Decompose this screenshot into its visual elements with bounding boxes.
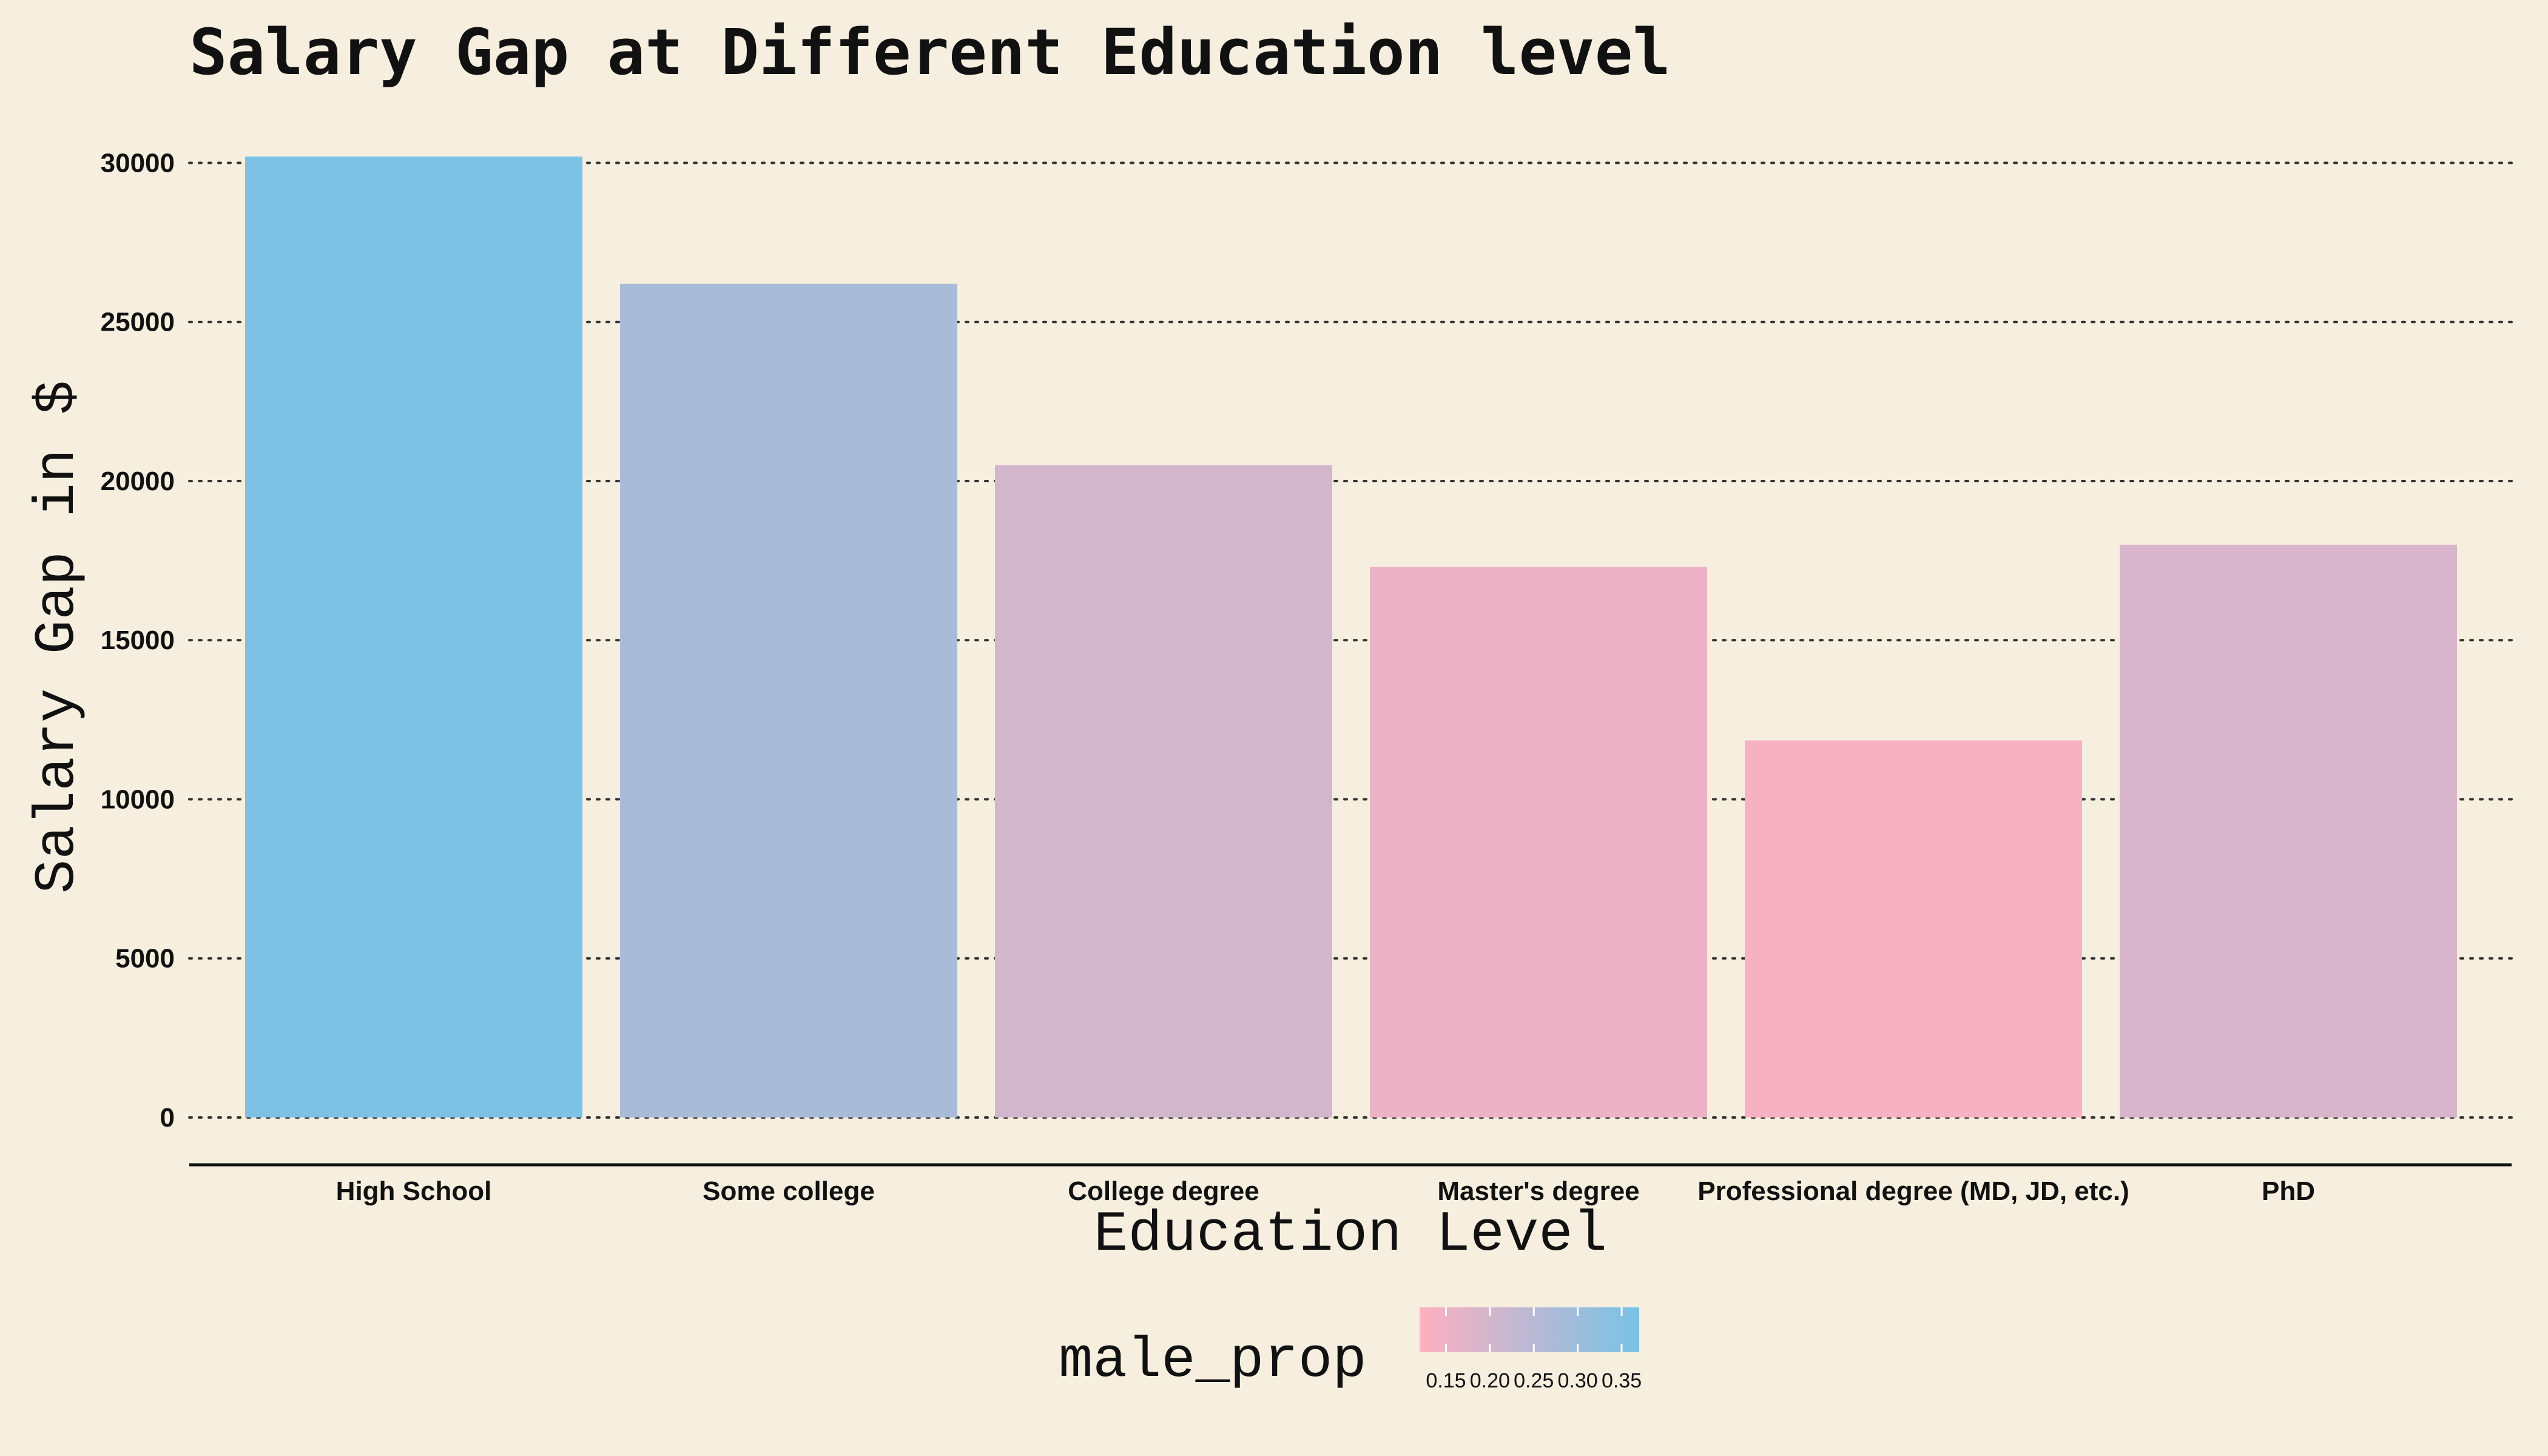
legend-tick-label: 0.25 [1514,1369,1554,1392]
legend-tick-label: 0.35 [1602,1369,1642,1392]
x-axis-title: Education Level [1094,1203,1607,1267]
y-tick-label: 25000 [101,308,175,337]
bar [620,283,957,1118]
legend-tick-label: 0.30 [1558,1369,1598,1392]
color-legend: male_prop 0.15 0.20 0.25 0.30 0.35 [1059,1307,1642,1394]
y-tick-label: 20000 [101,467,175,496]
y-tick-label: 5000 [115,944,175,974]
x-tick-label: PhD [2262,1176,2315,1206]
x-tick-label: Some college [703,1176,875,1206]
legend-tick-label: 0.15 [1426,1369,1466,1392]
y-tick-labels: 0 5000 10000 15000 20000 25000 30000 [101,148,175,1133]
y-tick-label: 30000 [101,148,175,178]
y-tick-label: 0 [160,1103,175,1133]
x-tick-label: College degree [1068,1176,1259,1206]
y-tick-label: 15000 [101,625,175,655]
x-tick-labels: High School Some college College degree Mas… [336,1176,2315,1206]
chart-title: Salary Gap at Different Education level [189,15,1671,89]
bar [245,157,582,1117]
legend-tick-label: 0.20 [1470,1369,1510,1392]
y-tick-label: 10000 [101,784,175,814]
bars [245,157,2457,1118]
x-tick-label: Master's degree [1437,1176,1639,1206]
bar [2120,544,2457,1117]
x-tick-label: High School [336,1176,492,1206]
bar [995,465,1332,1117]
y-axis-title: Salary Gap in $ [26,380,90,894]
legend-colorbar [1420,1307,1639,1352]
x-tick-label: Professional degree (MD, JD, etc.) [1697,1176,2129,1206]
bar [1370,567,1707,1117]
bar [1745,740,2082,1117]
legend-ticks: 0.15 0.20 0.25 0.30 0.35 [1426,1307,1642,1392]
legend-title: male_prop [1059,1329,1367,1394]
